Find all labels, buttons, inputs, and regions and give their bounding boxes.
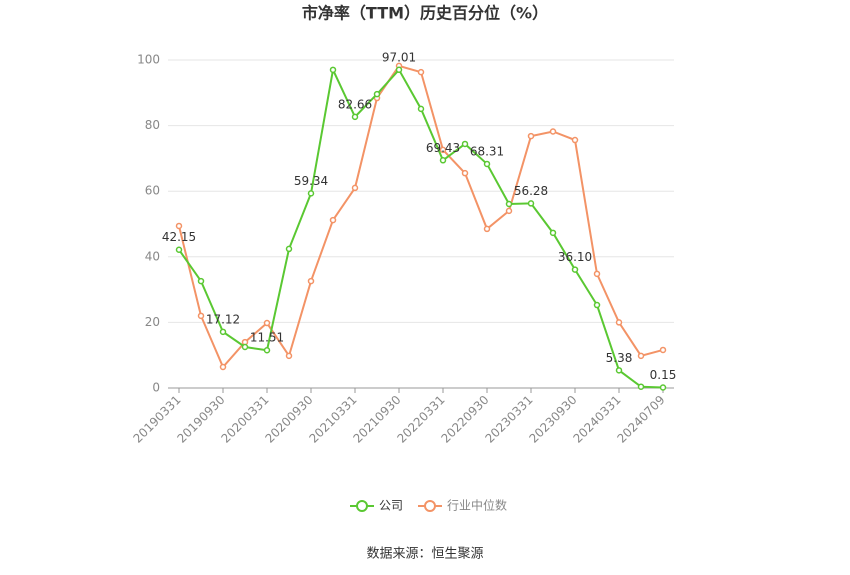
- data-point: [307, 190, 315, 197]
- y-tick-label: 20: [145, 315, 160, 329]
- data-point: [461, 169, 469, 177]
- legend-marker: [356, 500, 368, 512]
- data-point: [615, 367, 623, 374]
- data-point: [395, 66, 403, 74]
- data-label: 97.01: [382, 50, 416, 64]
- data-label: 11.51: [250, 331, 284, 345]
- data-point: [285, 352, 293, 360]
- data-point: [505, 207, 513, 215]
- chart-title: 市净率（TTM）历史百分位（%）: [302, 4, 548, 23]
- data-point: [439, 146, 447, 154]
- legend-marker: [424, 500, 436, 512]
- data-point: [461, 140, 469, 148]
- data-point: [593, 301, 601, 309]
- y-tick-label: 100: [137, 53, 160, 67]
- data-point: [373, 90, 381, 98]
- data-point: [637, 352, 645, 360]
- data-point: [615, 319, 623, 326]
- data-point: [483, 225, 491, 233]
- data-point: [285, 245, 293, 253]
- legend-label: 行业中位数: [447, 498, 507, 513]
- data-label: 59.34: [294, 174, 328, 188]
- data-label: 36.10: [558, 250, 592, 264]
- source: 数据来源：恒生聚源: [366, 547, 483, 562]
- data-point: [439, 157, 447, 164]
- data-point: [571, 266, 579, 273]
- data-label: 56.28: [514, 184, 548, 198]
- data-point: [241, 343, 249, 351]
- data-label: 69.43: [426, 141, 460, 155]
- data-point: [351, 184, 359, 192]
- data-point: [219, 328, 227, 336]
- data-point: [175, 222, 183, 230]
- data-point: [417, 105, 425, 113]
- data-point: [505, 200, 513, 208]
- data-point: [263, 319, 271, 327]
- data-point: [527, 132, 535, 140]
- data-point: [351, 113, 359, 121]
- data-point: [219, 363, 227, 371]
- data-point: [637, 383, 645, 390]
- data-point: [263, 346, 271, 354]
- data-point: [571, 136, 579, 144]
- data-label: 17.12: [206, 312, 240, 326]
- y-tick-label: 80: [145, 118, 160, 132]
- data-point: [527, 200, 535, 207]
- data-point: [483, 160, 491, 168]
- data-point: [417, 68, 425, 76]
- y-tick-label: 40: [145, 249, 160, 263]
- data-label: 42.15: [162, 230, 196, 244]
- data-point: [197, 277, 205, 285]
- data-point: [175, 246, 183, 253]
- data-label: 82.66: [338, 97, 372, 111]
- data-label: 0.15: [650, 368, 677, 382]
- data-point: [549, 229, 557, 237]
- data-point: [549, 128, 557, 135]
- legend-label: 公司: [379, 499, 403, 513]
- data-point: [593, 270, 601, 278]
- data-label: 68.31: [470, 144, 504, 158]
- data-point: [307, 277, 315, 285]
- data-point: [659, 346, 667, 354]
- data-point: [197, 312, 205, 320]
- y-tick-label: 0: [152, 381, 160, 395]
- data-point: [329, 66, 337, 74]
- data-point: [329, 216, 337, 224]
- data-point: [659, 384, 667, 391]
- x-tick-label: 20240709: [615, 393, 668, 446]
- y-tick-label: 60: [145, 184, 160, 198]
- data-label: 5.38: [606, 351, 633, 365]
